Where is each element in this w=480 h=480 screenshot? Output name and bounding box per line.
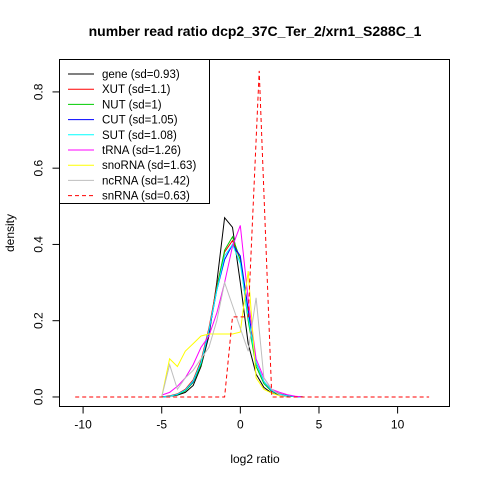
y-tick-label: 0.6 [32,160,46,177]
legend-entry: snRNA (sd=0.63) [102,191,190,203]
series-line-6 [161,271,288,398]
x-axis: -10 -5 0 5 10 [74,406,405,432]
legend-entry: gene (sd=0.93) [102,69,180,81]
y-axis-label: density [3,214,17,252]
series-line-4 [161,243,304,398]
y-tick-label: 0.4 [32,236,46,253]
x-tick-label: -10 [74,418,92,432]
legend-entry: XUT (sd=1.1) [102,84,171,96]
legend-entry: NUT (sd=1) [102,99,162,111]
legend-entry: tRNA (sd=1.26) [102,145,181,157]
y-axis: 0.0 0.2 0.4 0.6 0.8 [32,83,60,405]
x-tick-label: -5 [156,418,167,432]
legend-box [59,59,210,204]
y-tick-label: 0.8 [32,83,46,100]
legend-entry: CUT (sd=1.05) [102,115,178,127]
series-line-2 [161,235,304,398]
series-line-7 [161,280,288,398]
y-tick-label: 0.2 [32,312,46,329]
legend: gene (sd=0.93) XUT (sd=1.1) NUT (sd=1) CUT … [59,59,210,204]
x-tick-label: 10 [391,418,405,432]
x-axis-label: log2 ratio [230,452,280,466]
series-line-5 [161,225,304,398]
series-line-8 [75,70,430,398]
x-tick-label: 5 [316,418,323,432]
legend-entry: SUT (sd=1.08) [102,130,177,142]
x-tick-label: 0 [237,418,244,432]
legend-entry: ncRNA (sd=1.42) [102,175,190,187]
series-layer [75,70,430,398]
y-tick-label: 0.0 [32,388,46,405]
chart-title: number read ratio dcp2_37C_Ter_2/xrn1_S2… [89,23,422,39]
legend-entry: snoRNA (sd=1.63) [102,160,196,172]
